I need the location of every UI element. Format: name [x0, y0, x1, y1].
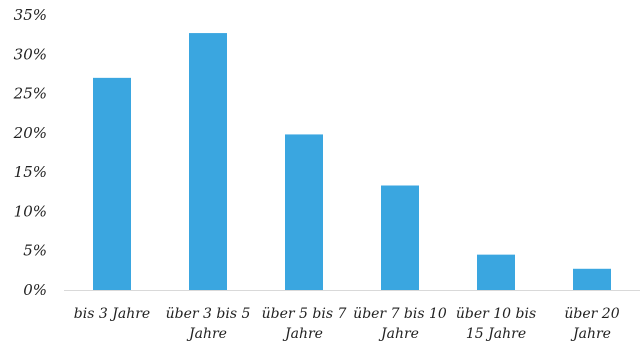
bar — [381, 185, 419, 290]
x-tick-label-line: über 7 bis 10 — [353, 306, 447, 322]
x-tick-label-line: über 10 bis — [456, 306, 536, 322]
x-tick-label-line: über 20 — [564, 306, 619, 322]
y-tick-label: 35% — [14, 6, 47, 24]
x-tick-label-line: über 5 bis 7 — [262, 306, 347, 322]
y-tick-label: 15% — [14, 163, 47, 181]
x-tick-label: über 10 bis 15 Jahre — [456, 306, 536, 342]
bar — [189, 33, 227, 290]
x-tick-label-line: 15 Jahre — [466, 326, 526, 342]
x-tick-label: über 20 Jahre — [564, 306, 619, 342]
y-tick-label: 10% — [14, 202, 47, 220]
x-tick-label-line: über 3 bis 5 — [166, 306, 251, 322]
x-tick-label: über 7 bis 10 Jahre — [353, 306, 447, 342]
bar — [477, 254, 515, 290]
x-tick-label: über 3 bis 5 Jahre — [166, 306, 251, 342]
bar — [93, 77, 131, 290]
y-tick-label: 25% — [13, 85, 47, 103]
y-tick-label: 0% — [23, 281, 47, 299]
bar — [285, 134, 323, 290]
bar — [573, 268, 611, 290]
x-tick-label-line: Jahre — [282, 326, 323, 342]
y-tick-label: 20% — [13, 124, 47, 142]
y-tick-label: 30% — [14, 45, 47, 63]
x-tick-label-line: Jahre — [378, 326, 419, 342]
y-axis-ticks: 0% 5% 10% 15% 20% 25% 30% 35% — [13, 6, 47, 299]
x-tick-label: über 5 bis 7 Jahre — [262, 306, 347, 342]
x-tick-label-line: bis 3 Jahre — [74, 306, 150, 322]
x-tick-label: bis 3 Jahre — [74, 306, 150, 322]
x-tick-label-line: Jahre — [570, 326, 611, 342]
y-tick-label: 5% — [23, 242, 47, 260]
bars — [93, 33, 611, 290]
x-tick-label-line: Jahre — [186, 326, 227, 342]
